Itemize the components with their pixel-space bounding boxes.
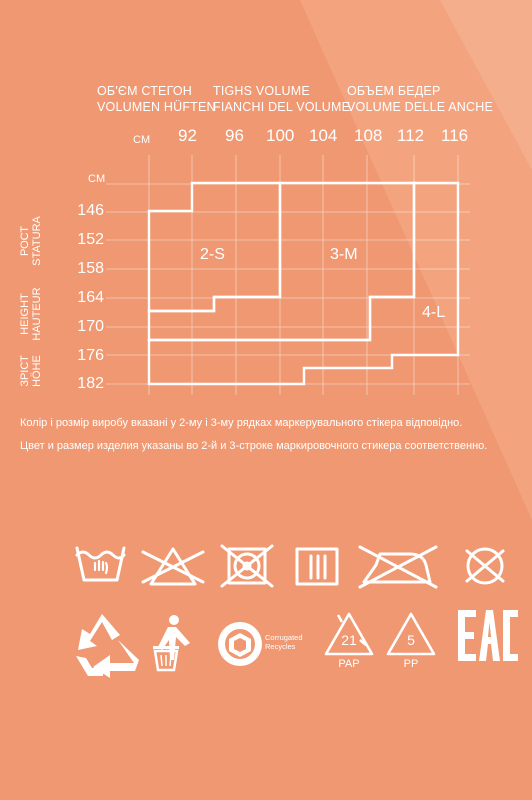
pap-label: PAP — [338, 658, 359, 670]
do-not-iron-icon — [358, 545, 438, 589]
row-164: 164 — [77, 289, 104, 306]
corrugated-text-1: Corrugated — [265, 633, 303, 642]
header-thighs-ru: ОБЪЕМ БЕДЕР — [347, 84, 441, 98]
recycle-icon — [76, 614, 139, 678]
pp-label: PP — [404, 658, 419, 670]
wash-30-icon — [75, 546, 126, 582]
col-100: 100 — [266, 126, 295, 145]
pp-code: 5 — [407, 632, 415, 648]
do-not-bleach-icon — [141, 547, 205, 586]
unit-cm-top: CM — [133, 134, 151, 146]
drip-dry-icon — [295, 547, 339, 586]
note-russian: Цвет и размер изделия указаны во 2-й и 3… — [20, 440, 488, 452]
size-label-s: 2-S — [200, 246, 225, 263]
col-108: 108 — [354, 126, 383, 145]
size-label-l: 4-L — [422, 304, 446, 321]
pap-21-icon — [324, 612, 374, 656]
row-182: 182 — [77, 375, 104, 392]
tidyman-icon — [153, 615, 190, 672]
unit-cm-left: CM — [88, 173, 106, 185]
row-152: 152 — [77, 231, 104, 248]
col-112: 112 — [397, 126, 425, 145]
size-label-m: 3-M — [330, 246, 358, 263]
col-96: 96 — [225, 126, 244, 145]
pap-code: 21 — [341, 632, 357, 648]
col-104: 104 — [309, 126, 338, 145]
row-176: 176 — [77, 347, 104, 364]
pp-5-icon — [386, 612, 436, 656]
do-not-tumble-dry-icon — [220, 544, 274, 588]
do-not-dry-clean-icon — [465, 547, 505, 585]
header-thighs-it: VOLUME DELLE ANCHE — [347, 100, 494, 114]
header-tighs-it: FIANCHI DEL VOLUME — [213, 100, 351, 114]
size-region-l — [147, 181, 460, 386]
row-170: 170 — [77, 318, 104, 335]
header-tighs-en: TIGHS VOLUME — [213, 84, 310, 98]
row-146: 146 — [77, 202, 104, 219]
row-158: 158 — [77, 260, 104, 277]
eac-icon — [458, 610, 518, 661]
corrugated-recycles-icon — [218, 622, 262, 666]
corrugated-text-2: Recycles — [265, 642, 296, 651]
header-hips-de: VOLUMEN HÜFTEN — [97, 100, 216, 114]
header-hips-ua: ОБ'ЄМ СТЕГОН — [97, 84, 192, 98]
note-ukrainian: Колір і розмір виробу вказані у 2-му і 3… — [20, 417, 463, 429]
col-92: 92 — [178, 126, 197, 145]
col-116: 116 — [441, 126, 469, 145]
